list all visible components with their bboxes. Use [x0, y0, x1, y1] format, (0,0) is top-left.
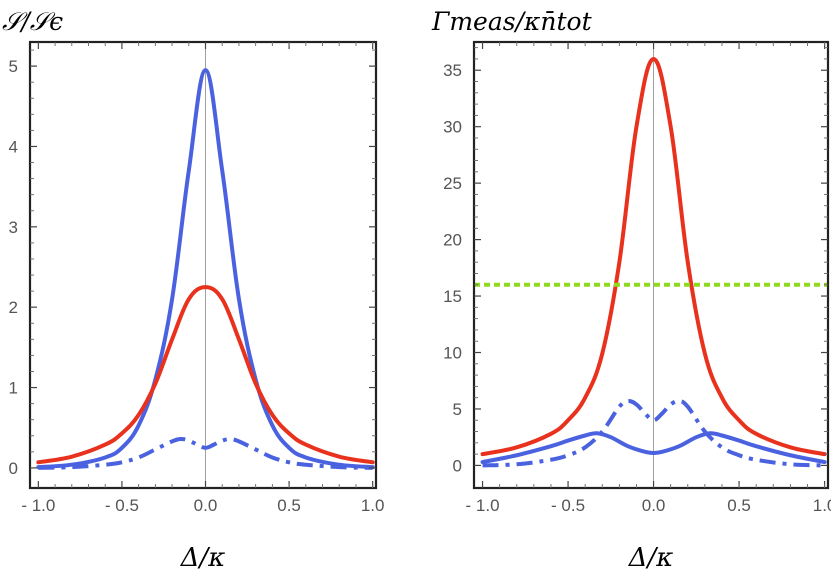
right-y-tick-label: 25: [443, 174, 462, 193]
right-y-tick-label: 5: [453, 400, 462, 419]
left-y-tick-label: 1: [9, 379, 18, 398]
right-y-tick-label: 30: [443, 118, 462, 137]
left-panel: 𝒮/𝒮ϵ Δ/κ - 1.0 - 0.5 0.0 0.5 1.0 0 1 2 3 4 5: [2, 7, 384, 573]
left-y-tick-label: 5: [9, 57, 18, 76]
left-y-tick-label: 0: [9, 459, 18, 478]
right-series-red-solid: [480, 56, 827, 457]
left-series-blue-solid: [36, 68, 375, 470]
left-x-tick-label: 0.0: [194, 496, 218, 515]
left-y-tick-label: 4: [9, 137, 18, 156]
right-y-tick-label: 15: [443, 287, 462, 306]
right-series-blue-solid: [480, 431, 827, 465]
right-x-tick-label: - 1.0: [466, 496, 500, 515]
right-y-tick-label: 35: [443, 61, 462, 80]
right-y-tick-label: 10: [443, 344, 462, 363]
right-plot-frame: [472, 40, 830, 490]
left-y-tick-label: 3: [9, 218, 18, 237]
right-x-tick-label: 0.5: [727, 496, 751, 515]
right-x-tick-label: 0.0: [642, 496, 666, 515]
right-y-tick-label: 0: [453, 456, 462, 475]
left-x-tick-label: - 1.0: [21, 496, 55, 515]
left-x-tick-label: 1.0: [361, 496, 385, 515]
right-panel: Γmeas/κn̄tot Δ/κ - 1.0 - 0.5 0.0 0.5 1.0 0 5 10…: [431, 7, 831, 573]
left-x-tick-label: 0.5: [277, 496, 301, 515]
right-x-axis-label: Δ/κ: [628, 543, 674, 573]
left-series-blue-dash-dot: [38, 436, 373, 470]
left-series-red-solid: [36, 285, 375, 465]
left-y-tick-label: 2: [9, 298, 18, 317]
right-panel-title: Γmeas/κn̄tot: [431, 7, 593, 36]
left-plot-frame: [28, 40, 378, 490]
right-x-tick-label: - 0.5: [551, 496, 585, 515]
left-x-tick-label: - 0.5: [105, 496, 139, 515]
right-y-tick-label: 20: [443, 231, 462, 250]
left-x-axis-label: Δ/κ: [180, 543, 226, 573]
right-series-blue-dash-dot: [482, 398, 825, 468]
right-x-tick-label: 1.0: [813, 496, 831, 515]
left-panel-title: 𝒮/𝒮ϵ: [2, 7, 63, 36]
